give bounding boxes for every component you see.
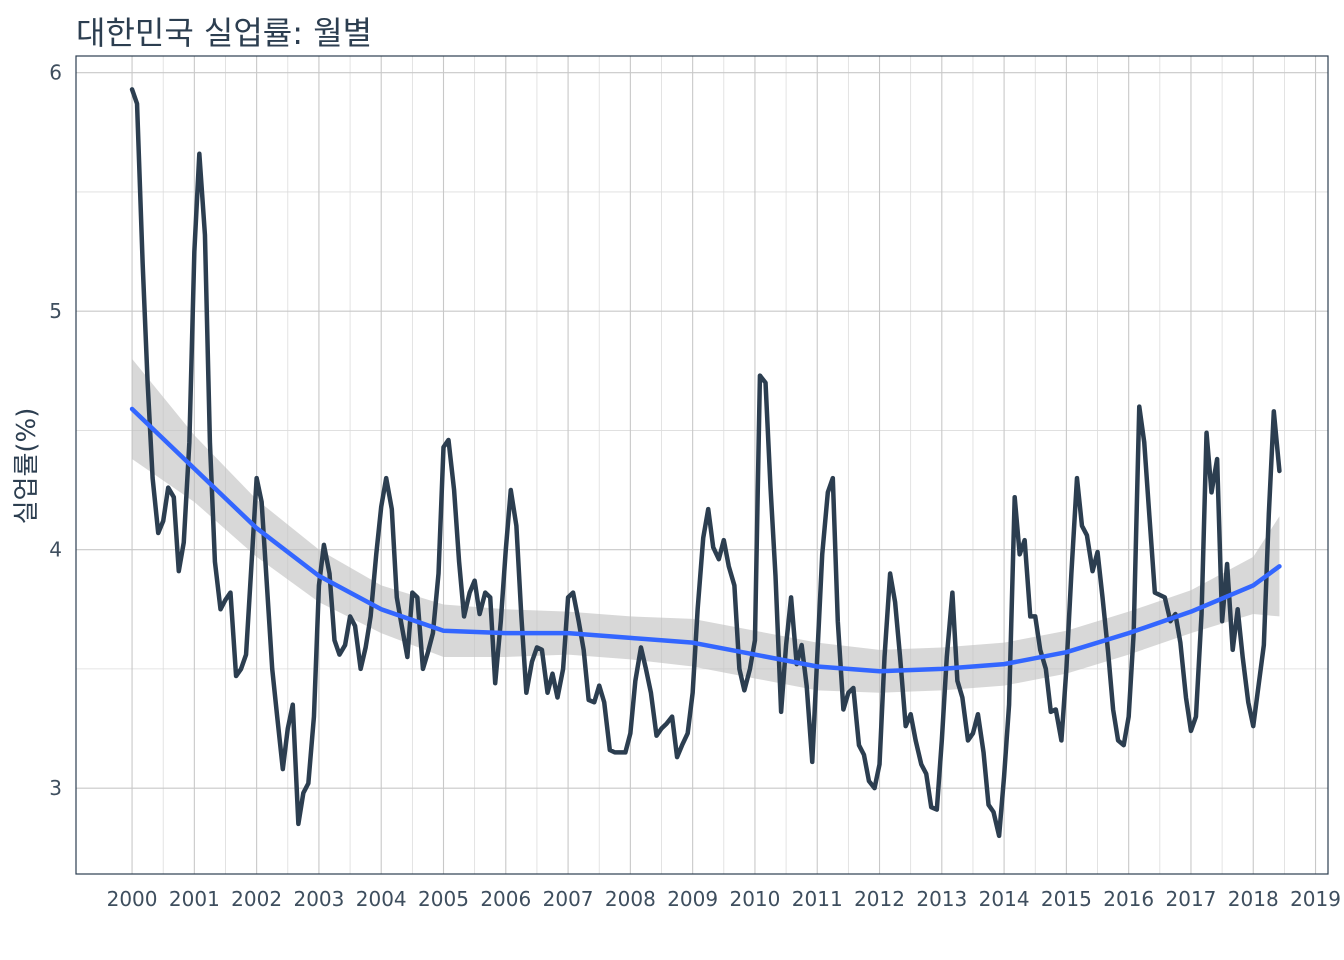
x-tick-label: 2003 [293, 887, 344, 911]
series-layer [129, 87, 1282, 839]
chart-title: 대한민국 실업률: 월별 [76, 14, 372, 52]
x-tick-label: 2013 [916, 887, 967, 911]
x-tick-label: 2001 [169, 887, 220, 911]
x-tick-label: 2008 [605, 887, 656, 911]
x-tick-label: 2019 [1290, 887, 1341, 911]
grid [76, 56, 1328, 874]
y-tick-label: 4 [49, 538, 62, 562]
x-tick-labels: 2000 2001 2002 2003 2004 2005 2006 2007 2008 2009… [107, 887, 1341, 911]
y-tick-labels: 3 4 5 6 [49, 61, 62, 800]
x-tick-label: 2007 [543, 887, 594, 911]
y-tick-label: 5 [49, 299, 62, 323]
plot-frame [75, 55, 1329, 875]
y-axis-label: 실업률(%) [12, 408, 42, 525]
x-tick-label: 2010 [729, 887, 780, 911]
x-tick-label: 2006 [480, 887, 531, 911]
x-tick-label: 2015 [1041, 887, 1092, 911]
x-tick-label: 2011 [792, 887, 843, 911]
x-tick-label: 2002 [231, 887, 282, 911]
x-tick-label: 2000 [107, 887, 158, 911]
x-tick-label: 2018 [1228, 887, 1279, 911]
trend-line [129, 406, 1282, 674]
y-tick-label: 3 [49, 776, 62, 800]
x-tick-label: 2017 [1166, 887, 1217, 911]
x-tick-label: 2016 [1103, 887, 1154, 911]
unemployment-line [129, 87, 1282, 839]
x-tick-label: 2005 [418, 887, 469, 911]
x-tick-label: 2014 [979, 887, 1030, 911]
x-tick-label: 2009 [667, 887, 718, 911]
x-tick-label: 2012 [854, 887, 905, 911]
y-tick-label: 6 [49, 61, 62, 85]
x-tick-label: 2004 [356, 887, 407, 911]
